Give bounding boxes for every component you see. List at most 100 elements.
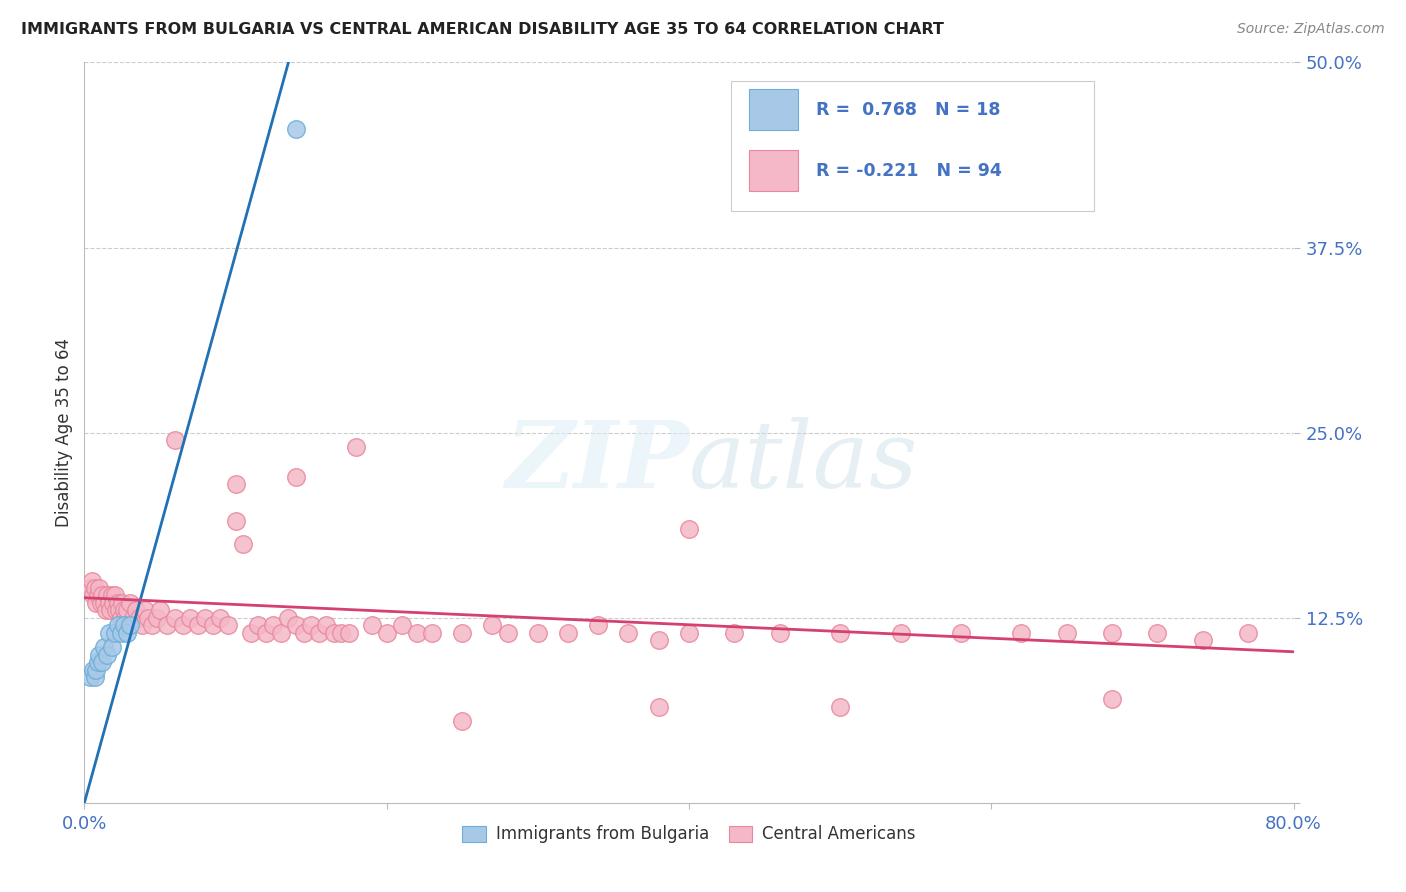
Point [100,589,122,603]
Point [420,625,443,640]
Point [82,589,104,603]
Point [93,596,115,610]
Point [110,625,132,640]
Point [89,581,111,595]
FancyBboxPatch shape [749,151,797,191]
Point [1237,625,1260,640]
Point [232,536,254,550]
Point [299,618,322,632]
Point [131,618,153,632]
Point [648,699,671,714]
Point [451,625,474,640]
Point [496,625,519,640]
Point [91,589,114,603]
Point [588,618,610,632]
Point [1101,625,1123,640]
Point [118,618,141,632]
Text: Source: ZipAtlas.com: Source: ZipAtlas.com [1237,22,1385,37]
Point [285,618,308,632]
Point [270,625,292,640]
Point [97,625,120,640]
Point [165,610,187,624]
FancyBboxPatch shape [749,89,797,130]
Point [165,433,187,447]
Point [890,625,912,640]
Point [1192,632,1215,647]
Point [141,618,163,632]
Point [156,618,179,632]
Point [97,596,120,610]
Point [481,618,503,632]
Point [91,655,114,669]
Point [172,618,194,632]
Point [105,603,128,617]
Point [115,603,138,617]
Point [112,618,135,632]
Y-axis label: Disability Age 35 to 64: Disability Age 35 to 64 [55,338,73,527]
Point [557,625,579,640]
Point [110,610,132,624]
Point [149,603,172,617]
Point [277,610,299,624]
Point [84,670,107,684]
Point [527,625,550,640]
Legend: Immigrants from Bulgaria, Central Americans: Immigrants from Bulgaria, Central Americ… [456,819,922,850]
Point [179,610,201,624]
Point [292,625,315,640]
Point [360,618,382,632]
Point [87,589,110,603]
Point [82,663,104,677]
Point [209,610,232,624]
Point [98,603,121,617]
Point [90,596,112,610]
Point [285,470,308,484]
Text: R = -0.221   N = 94: R = -0.221 N = 94 [815,161,1002,179]
Point [121,610,143,624]
Point [406,625,429,640]
Text: ZIP: ZIP [505,417,689,508]
Point [769,625,792,640]
Point [346,441,368,455]
Point [89,648,111,662]
Point [678,625,700,640]
Point [146,610,169,624]
Point [1011,625,1033,640]
Point [134,603,156,617]
Point [830,625,852,640]
Point [108,603,131,617]
Point [107,618,129,632]
Point [86,596,108,610]
Point [375,625,398,640]
Point [723,625,745,640]
Point [322,625,344,640]
Point [111,596,134,610]
Point [1056,625,1078,640]
Point [96,589,118,603]
Point [96,648,118,662]
Point [104,589,127,603]
Point [201,618,224,632]
Point [217,618,239,632]
Point [337,625,360,640]
Point [93,640,115,655]
Point [86,663,108,677]
Text: atlas: atlas [689,417,918,508]
Point [617,625,640,640]
Point [1146,625,1168,640]
Point [87,655,110,669]
Point [451,714,474,729]
Point [101,596,124,610]
Point [262,618,284,632]
Point [391,618,413,632]
Point [225,477,247,491]
Point [187,618,209,632]
Point [118,596,141,610]
Point [330,625,353,640]
Point [308,625,330,640]
Point [247,618,270,632]
Point [80,574,103,588]
Point [225,515,247,529]
Point [315,618,337,632]
FancyBboxPatch shape [731,81,1094,211]
Point [107,596,129,610]
